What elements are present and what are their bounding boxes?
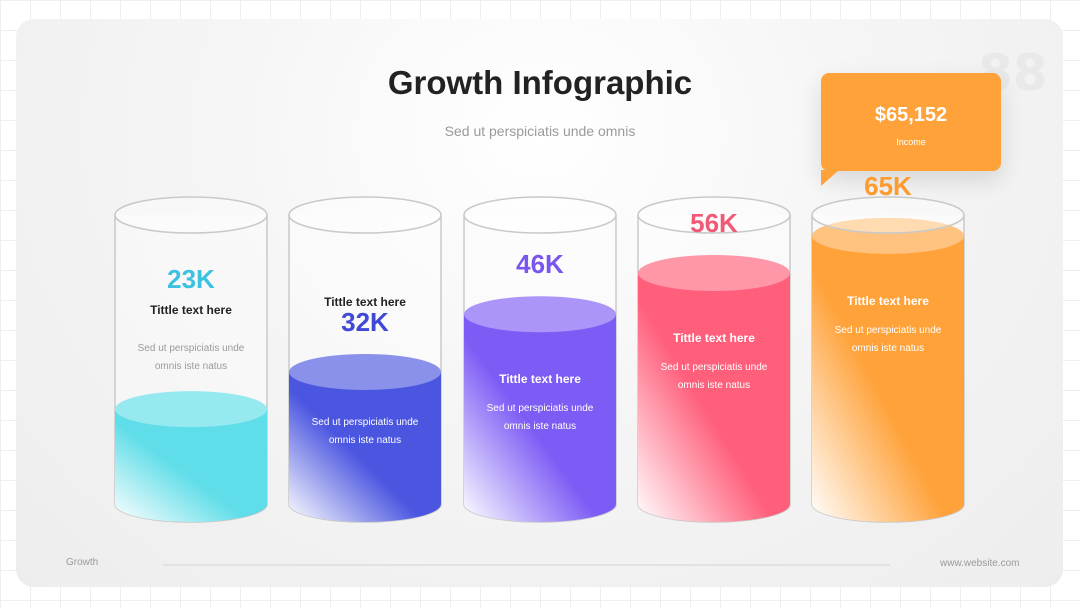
bar-top-2 (289, 354, 441, 390)
description-line: Sed ut perspiciatis unde (137, 343, 245, 354)
description-line: Sed ut perspiciatis unde (311, 417, 419, 428)
page-subtitle: Sed ut perspiciatis unde omnis (444, 123, 636, 139)
category-description: Sed ut perspiciatis unde omnis iste natus (116, 340, 266, 376)
description-line: Sed ut perspiciatis unde (486, 403, 594, 415)
income-label: Income (896, 137, 926, 147)
value-label: 65K (864, 170, 912, 201)
cylinder-2 (288, 196, 442, 523)
page-title: Growth Infographic (387, 64, 693, 101)
glass-rim (637, 196, 791, 234)
category-title: Tittle text here (499, 372, 581, 387)
category-description: Sed ut perspiciatis unde omnis iste natus (639, 359, 789, 395)
value-label: 56K (690, 208, 738, 238)
glass-rim (463, 196, 617, 234)
description-line: omnis iste natus (677, 380, 751, 391)
bar-top-5 (812, 217, 964, 254)
description-line: omnis iste natus (851, 342, 925, 354)
category-title: Tittle text here (673, 331, 755, 345)
category-title: Tittle text here (150, 303, 232, 317)
value-label: 32K (341, 307, 389, 337)
bar-2 (289, 372, 441, 522)
footer-website: www.website.com (940, 558, 1020, 569)
bar-1 (115, 409, 267, 522)
bar-4 (638, 273, 790, 522)
income-value: $65,152 (874, 104, 948, 126)
bar-5 (812, 235, 964, 522)
category-description: Sed ut perspiciatis unde omnis iste natus (465, 400, 615, 436)
description-line: omnis iste natus (328, 435, 402, 446)
footer-divider (163, 564, 890, 566)
bar-top-4 (638, 255, 790, 291)
value-label: 46K (516, 249, 564, 280)
category-description: Sed ut perspiciatis unde omnis iste natus (813, 322, 963, 358)
glass-rim (114, 196, 268, 234)
description-line: Sed ut perspiciatis unde (834, 324, 942, 336)
bar-top-3 (464, 296, 616, 333)
value-label: 23K (167, 264, 215, 294)
category-title: Tittle text here (324, 295, 406, 309)
category-title: Tittle text here (847, 293, 929, 308)
cylinder-3 (463, 196, 617, 523)
glass-rim (811, 196, 965, 234)
description-line: omnis iste natus (503, 421, 577, 433)
glass-rim (288, 196, 442, 234)
cylinder-1 (114, 196, 268, 523)
income-callout: $65,152 Income (821, 73, 1001, 171)
footer-section-label: Growth (66, 557, 99, 568)
cylinder-5 (811, 196, 965, 523)
cylinder-4 (637, 196, 791, 523)
bar-top-1 (115, 391, 267, 428)
category-description: Sed ut perspiciatis unde omnis iste natus (290, 414, 440, 450)
description-line: Sed ut perspiciatis unde (660, 362, 768, 373)
callout-tail (821, 170, 839, 186)
bar-3 (464, 314, 616, 522)
description-line: omnis iste natus (154, 361, 228, 372)
